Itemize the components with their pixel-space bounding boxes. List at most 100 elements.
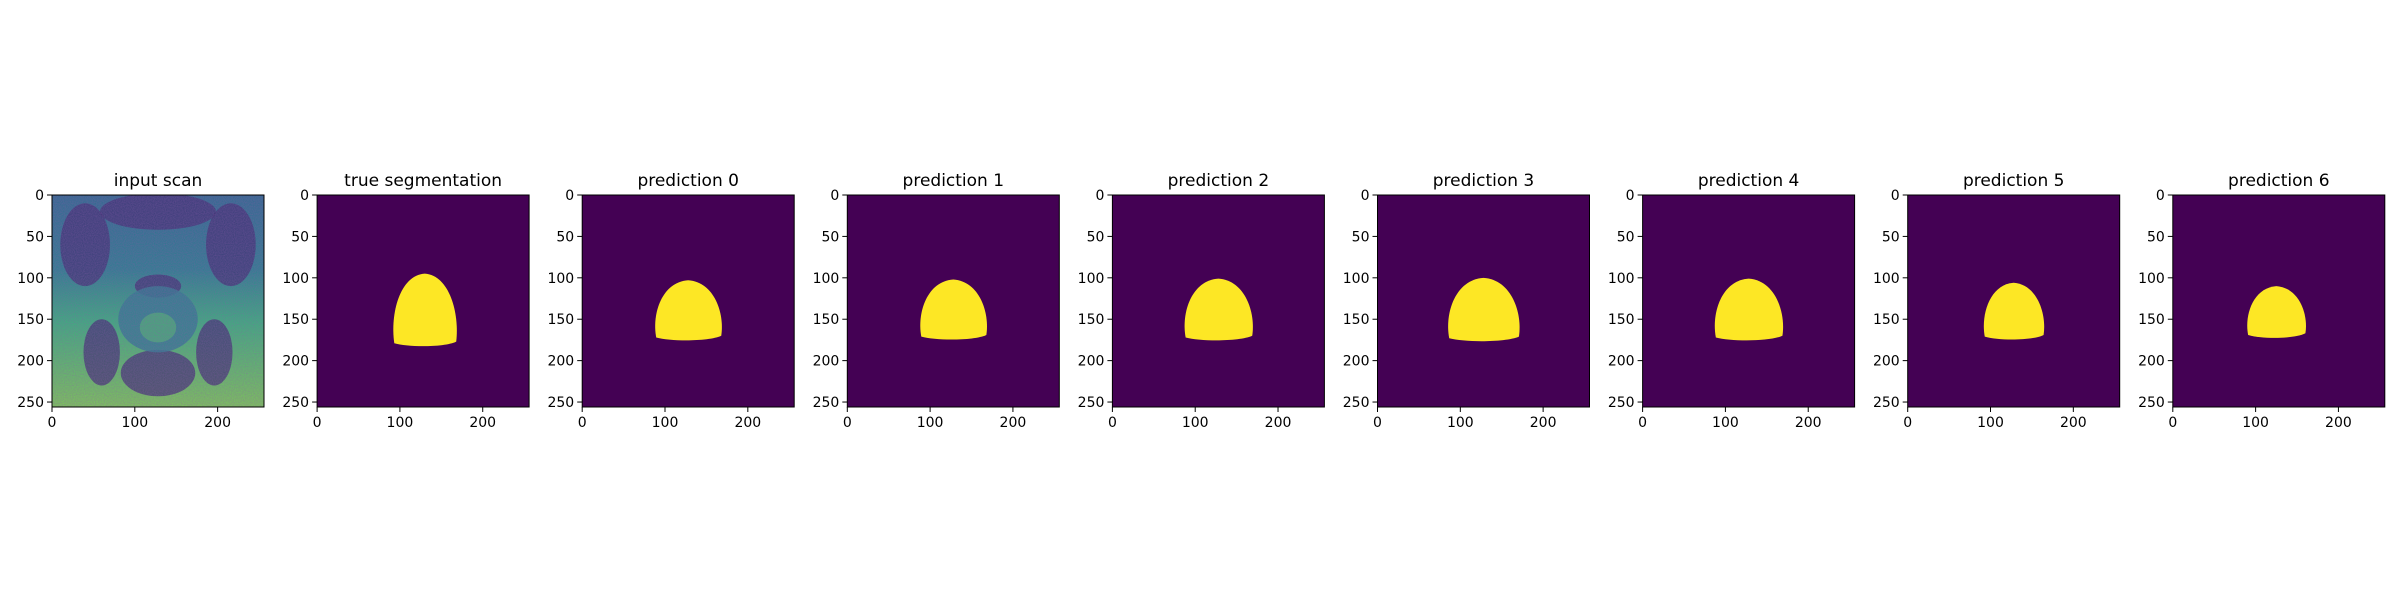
axes-frame (1642, 194, 1856, 408)
panel-title: prediction 2 (1168, 171, 1270, 191)
panel-image (1112, 195, 1325, 407)
x-tick-label: 0 (2168, 415, 2177, 431)
y-tick-label: 150 (547, 312, 574, 328)
y-tick-label: 150 (1608, 312, 1635, 328)
x-tick-label: 100 (1977, 415, 2004, 431)
y-tick-label: 50 (291, 229, 309, 245)
y-tick-label: 200 (1873, 354, 1900, 370)
panel-7: prediction 5 0 100 200 0 50 100 150 200 250 (1873, 171, 2121, 431)
segmentation-mask (920, 279, 987, 340)
x-tick-label: 0 (313, 415, 322, 431)
x-tick-label: 100 (2242, 415, 2269, 431)
panel-5: prediction 3 0 100 200 0 50 100 150 200 250 (1343, 171, 1590, 431)
y-tick-label: 50 (1617, 229, 1635, 245)
y-tick-label: 150 (17, 312, 44, 328)
panel-title: prediction 3 (1433, 171, 1535, 191)
panel-title: prediction 5 (1963, 171, 2065, 191)
y-tick-label: 100 (1608, 271, 1635, 287)
panel-image (1642, 195, 1855, 407)
y-tick-label: 250 (547, 395, 574, 411)
y-tick-label: 50 (821, 229, 839, 245)
segmentation-mask (1184, 278, 1253, 341)
y-tick-label: 250 (1873, 395, 1900, 411)
axes-frame (1377, 194, 1590, 408)
y-tick-label: 250 (813, 395, 840, 411)
panel-1: true segmentation 0 100 200 0 50 100 150 200 250 (282, 171, 530, 431)
axes-frame (51, 194, 265, 408)
segmentation-mask (1983, 282, 2045, 340)
y-tick-label: 150 (813, 312, 840, 328)
y-tick-label: 250 (2138, 395, 2165, 411)
x-tick-label: 200 (2060, 415, 2087, 431)
segmentation-mask (1714, 278, 1784, 341)
axes-frame (1907, 194, 2121, 408)
y-tick-label: 100 (547, 271, 574, 287)
axes-frame (581, 194, 795, 408)
x-tick-label: 200 (734, 415, 761, 431)
y-tick-label: 0 (35, 188, 44, 204)
panel-2: prediction 0 0 100 200 0 50 100 150 200 250 (547, 171, 795, 431)
y-tick-label: 0 (2156, 188, 2165, 204)
y-tick-label: 150 (282, 312, 309, 328)
x-tick-label: 0 (1373, 415, 1382, 431)
segmentation-mask (2247, 286, 2306, 338)
y-tick-label: 150 (1343, 312, 1370, 328)
x-tick-label: 0 (578, 415, 587, 431)
y-tick-label: 100 (1873, 271, 1900, 287)
y-tick-label: 100 (813, 271, 840, 287)
y-tick-label: 50 (26, 229, 44, 245)
y-tick-label: 100 (17, 271, 44, 287)
x-tick-label: 200 (1795, 415, 1822, 431)
y-tick-label: 250 (1608, 395, 1635, 411)
y-tick-label: 200 (1343, 354, 1370, 370)
x-tick-label: 100 (1182, 415, 1209, 431)
x-tick-label: 200 (2325, 415, 2352, 431)
x-tick-label: 200 (1000, 415, 1027, 431)
x-tick-label: 200 (1265, 415, 1292, 431)
panel-0: input scan 0 100 200 0 50 100 150 200 250 (17, 171, 265, 431)
y-tick-label: 0 (300, 188, 309, 204)
y-tick-label: 200 (1078, 354, 1105, 370)
y-tick-label: 150 (1078, 312, 1105, 328)
y-tick-label: 200 (282, 354, 309, 370)
y-tick-label: 200 (2138, 354, 2165, 370)
panel-image (2172, 195, 2385, 407)
segmentation-mask (655, 280, 722, 341)
y-tick-label: 0 (1891, 188, 1900, 204)
x-tick-label: 100 (652, 415, 679, 431)
y-tick-label: 100 (1078, 271, 1105, 287)
x-tick-label: 0 (843, 415, 852, 431)
segmentation-mask (1448, 277, 1520, 342)
x-tick-label: 100 (1712, 415, 1739, 431)
y-tick-label: 200 (1608, 354, 1635, 370)
x-tick-label: 0 (1903, 415, 1912, 431)
y-tick-label: 200 (813, 354, 840, 370)
x-tick-label: 0 (48, 415, 57, 431)
panel-title: prediction 1 (903, 171, 1005, 191)
x-tick-label: 100 (121, 415, 148, 431)
y-tick-label: 50 (1087, 229, 1105, 245)
x-tick-label: 100 (387, 415, 414, 431)
x-tick-label: 0 (1108, 415, 1117, 431)
panel-image (52, 195, 264, 407)
y-tick-label: 50 (556, 229, 574, 245)
y-tick-label: 0 (1095, 188, 1104, 204)
panel-title: input scan (114, 171, 203, 191)
x-tick-label: 200 (204, 415, 231, 431)
segmentation-mask (393, 273, 457, 347)
panel-3: prediction 1 0 100 200 0 50 100 150 200 250 (813, 171, 1060, 431)
y-tick-label: 250 (282, 395, 309, 411)
panel-title: prediction 6 (2228, 171, 2330, 191)
scan-texture (52, 195, 264, 407)
y-tick-label: 0 (830, 188, 839, 204)
y-tick-label: 50 (2147, 229, 2165, 245)
y-tick-label: 200 (17, 354, 44, 370)
y-tick-label: 100 (2138, 271, 2165, 287)
panel-title: prediction 4 (1698, 171, 1800, 191)
y-tick-label: 100 (282, 271, 309, 287)
x-tick-label: 0 (1638, 415, 1647, 431)
panel-title: prediction 0 (637, 171, 739, 191)
y-tick-label: 0 (1361, 188, 1370, 204)
